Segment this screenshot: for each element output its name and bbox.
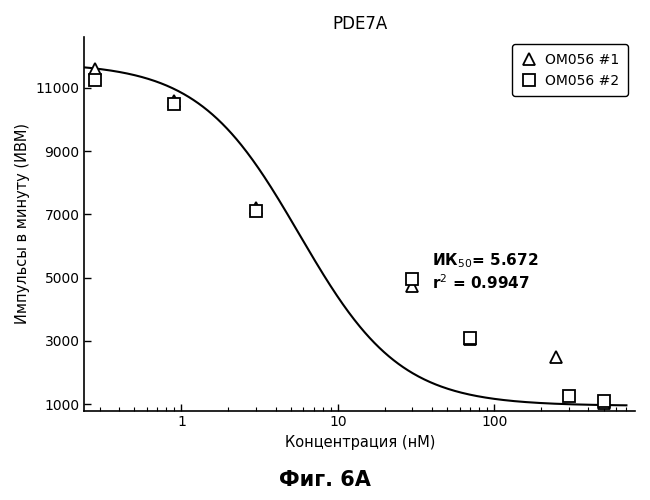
Line: ОМ056 #2: ОМ056 #2 (88, 74, 610, 407)
ОМ056 #2 (600, 398, 608, 404)
ОМ056 #2 (252, 208, 260, 214)
Line: ОМ056 #1: ОМ056 #1 (88, 62, 610, 409)
ОМ056 #2 (466, 335, 474, 341)
ОМ056 #2 (170, 101, 178, 107)
ОМ056 #1 (91, 66, 99, 72)
Text: ИК$_{50}$= 5.672
r$^2$ = 0.9947: ИК$_{50}$= 5.672 r$^2$ = 0.9947 (432, 251, 538, 292)
ОМ056 #1 (466, 336, 474, 342)
Text: Фиг. 6А: Фиг. 6А (279, 470, 371, 490)
ОМ056 #1 (170, 98, 178, 103)
X-axis label: Концентрация (нМ): Концентрация (нМ) (285, 435, 435, 450)
ОМ056 #1 (600, 400, 608, 406)
ОМ056 #1 (409, 282, 417, 288)
Y-axis label: Импульсы в минуту (ИВМ): Импульсы в минуту (ИВМ) (15, 124, 30, 324)
ОМ056 #1 (552, 354, 560, 360)
ОМ056 #1 (252, 205, 260, 211)
Legend: ОМ056 #1, ОМ056 #2: ОМ056 #1, ОМ056 #2 (512, 44, 628, 96)
ОМ056 #2 (91, 77, 99, 83)
ОМ056 #2 (409, 276, 417, 282)
Title: PDE7A: PDE7A (332, 15, 387, 33)
ОМ056 #2 (565, 394, 573, 400)
